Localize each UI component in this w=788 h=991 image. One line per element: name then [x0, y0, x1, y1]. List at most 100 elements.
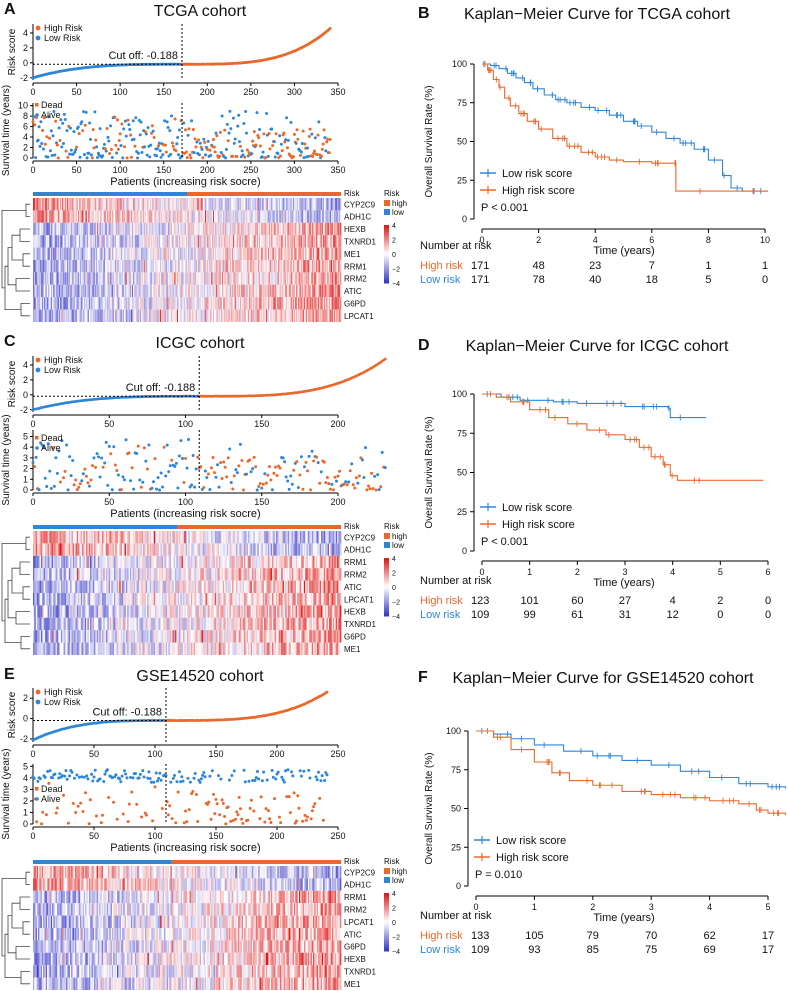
heatmap-cell: [219, 309, 221, 322]
heatmap-cell: [80, 210, 82, 223]
heatmap-cell: [240, 235, 242, 248]
heatmap-cell: [311, 260, 313, 273]
heatmap-cell: [133, 260, 136, 273]
heatmap-cell: [232, 272, 234, 285]
heatmap-cell: [320, 297, 322, 310]
heatmap-cell: [196, 260, 198, 273]
heatmap-cell: [204, 309, 206, 322]
heatmap-cell: [47, 210, 49, 223]
heatmap-cell: [259, 297, 262, 310]
heatmap-cell: [253, 247, 255, 260]
heatmap-cell: [93, 309, 95, 322]
heatmap-cell: [71, 260, 73, 273]
heatmap-cell: [64, 235, 66, 248]
surv-point: [168, 464, 172, 468]
heatmap-cell: [268, 247, 271, 260]
heatmap-cell: [326, 284, 328, 298]
heatmap-cell: [201, 297, 203, 310]
heatmap-cell: [117, 309, 119, 322]
heatmap-cell: [303, 222, 305, 236]
heatmap-cell: [322, 247, 324, 260]
heatmap-cell: [320, 247, 322, 260]
heatmap-cell: [285, 222, 287, 236]
heatmap-cell: [201, 272, 203, 285]
heatmap-cell: [229, 210, 231, 223]
surv-point: [319, 154, 323, 158]
surv-point: [71, 152, 75, 156]
heatmap-cell: [232, 235, 234, 248]
km-x-tick-label: 4: [593, 235, 598, 245]
surv-point: [306, 146, 309, 150]
risk-table-value: 78: [532, 274, 544, 286]
heatmap-cell: [123, 272, 125, 285]
heatmap-cell: [203, 222, 205, 236]
heatmap-cell: [68, 198, 70, 211]
heatmap-cell: [55, 222, 57, 236]
surv-point: [57, 126, 61, 130]
heatmap-cell: [261, 297, 263, 310]
heatmap-cell: [190, 235, 192, 248]
heatmap-cell: [96, 260, 99, 273]
heatmap-cell: [89, 210, 91, 223]
surv-point: [132, 137, 136, 141]
heatmap-cell: [286, 309, 288, 322]
heatmap-cell: [241, 272, 243, 285]
heatmap-cell: [118, 247, 120, 260]
heatmap-cell: [212, 272, 214, 285]
heatmap-cell: [170, 247, 173, 260]
heatmap-cell: [206, 222, 209, 236]
heatmap-cell: [191, 284, 193, 298]
heatmap-cell: [315, 198, 318, 211]
heatmap-cell: [130, 210, 132, 223]
heatmap-cell: [292, 309, 294, 322]
heatmap-cell: [231, 297, 233, 310]
heatmap-cell: [164, 309, 166, 322]
heatmap-cell: [329, 284, 331, 298]
heatmap-cell: [311, 235, 313, 248]
heatmap-cell: [174, 222, 176, 236]
heatmap-cell: [296, 222, 299, 236]
heatmap-cell: [159, 235, 161, 248]
heatmap-cell: [113, 531, 116, 544]
heatmap-cell: [42, 247, 44, 260]
heatmap-cell: [295, 247, 297, 260]
heatmap-cell: [177, 235, 179, 248]
heatmap-cell: [285, 309, 287, 322]
heatmap-cell: [97, 210, 100, 223]
surv-point: [103, 461, 107, 465]
heatmap-cell: [144, 284, 146, 298]
heatmap-cell: [336, 297, 338, 310]
heatmap-cell: [262, 297, 264, 310]
heatmap-cell: [257, 272, 259, 285]
heatmap-cell: [253, 198, 255, 211]
heatmap-cell: [87, 272, 90, 285]
heatmap-cell: [328, 210, 330, 223]
heatmap-cell: [137, 247, 139, 260]
heatmap-cell: [215, 272, 218, 285]
heatmap-cell: [196, 309, 198, 322]
heatmap-cell: [254, 210, 256, 223]
heatmap-cell: [68, 297, 70, 310]
heatmap-cell: [34, 235, 37, 248]
heatmap-cell: [52, 297, 55, 310]
heatmap-cell: [38, 531, 40, 544]
heatmap-cell: [36, 284, 38, 298]
heatmap-cell: [91, 260, 93, 273]
heatmap-cell: [314, 235, 317, 248]
heatmap-cell: [60, 309, 63, 322]
heatmap-cell: [69, 297, 71, 310]
heatmap-cell: [37, 247, 39, 260]
heatmap-cell: [188, 198, 191, 211]
heatmap-cell: [242, 309, 245, 322]
heatmap-cell: [240, 198, 242, 211]
heatmap-cell: [324, 272, 327, 285]
heatmap-cell: [318, 309, 320, 322]
heatmap-cell: [41, 235, 43, 248]
heatmap-cell: [159, 222, 161, 236]
heatmap-cell: [79, 284, 82, 298]
surv-point: [53, 153, 57, 157]
heatmap-cell: [165, 309, 167, 322]
heatmap-cell: [228, 210, 230, 223]
heatmap-cell: [92, 284, 94, 298]
heatmap-cell: [168, 198, 170, 211]
